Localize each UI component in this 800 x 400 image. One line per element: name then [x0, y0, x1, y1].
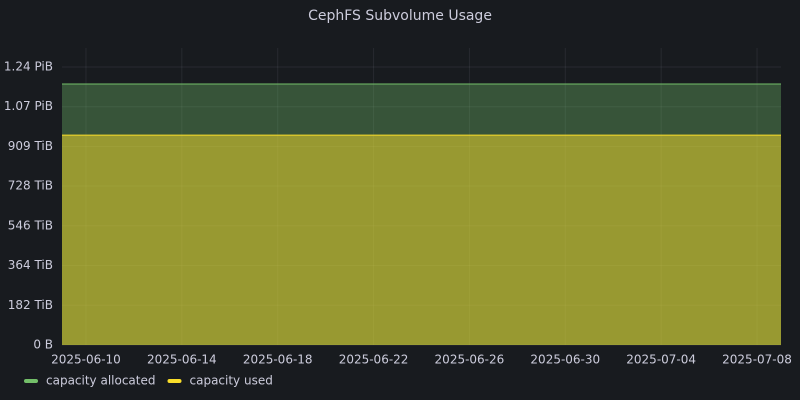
- y-tick-label: 0 B: [33, 338, 53, 352]
- y-tick-label: 909 TiB: [8, 139, 53, 153]
- x-tick-label: 2025-07-08: [722, 353, 792, 367]
- x-tick-label: 2025-06-10: [51, 353, 121, 367]
- legend-label: capacity used: [190, 374, 273, 388]
- x-tick-label: 2025-06-18: [243, 353, 313, 367]
- x-tick-label: 2025-06-14: [147, 353, 217, 367]
- x-tick-label: 2025-06-30: [530, 353, 600, 367]
- series-area: [62, 135, 781, 345]
- y-tick-label: 1.24 PiB: [4, 59, 53, 73]
- legend-label: capacity allocated: [46, 374, 156, 388]
- x-tick-label: 2025-06-26: [435, 353, 505, 367]
- y-tick-label: 364 TiB: [8, 258, 53, 272]
- x-tick-label: 2025-07-04: [626, 353, 696, 367]
- y-tick-label: 182 TiB: [8, 298, 53, 312]
- y-tick-label: 728 TiB: [8, 179, 53, 193]
- x-tick-label: 2025-06-22: [339, 353, 409, 367]
- legend-swatch: [167, 379, 182, 383]
- chart-title: CephFS Subvolume Usage: [308, 8, 492, 24]
- y-tick-label: 546 TiB: [8, 218, 53, 232]
- y-tick-label: 1.07 PiB: [4, 99, 53, 113]
- legend-swatch: [24, 379, 38, 383]
